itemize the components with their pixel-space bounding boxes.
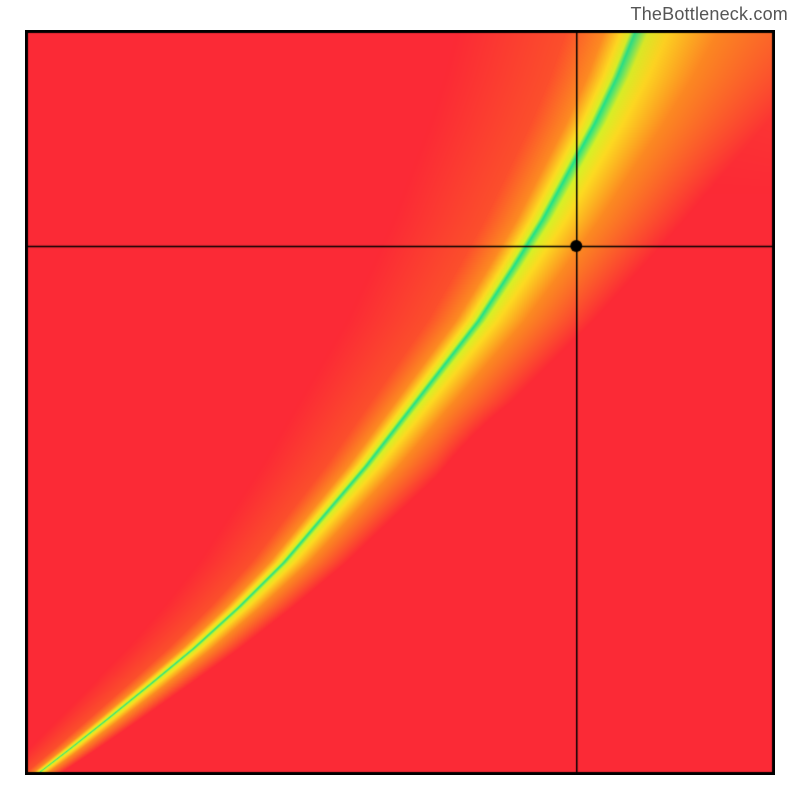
chart-container: TheBottleneck.com [0,0,800,800]
heatmap-canvas [25,30,775,775]
attribution-label: TheBottleneck.com [631,4,788,25]
heatmap-plot [25,30,775,775]
